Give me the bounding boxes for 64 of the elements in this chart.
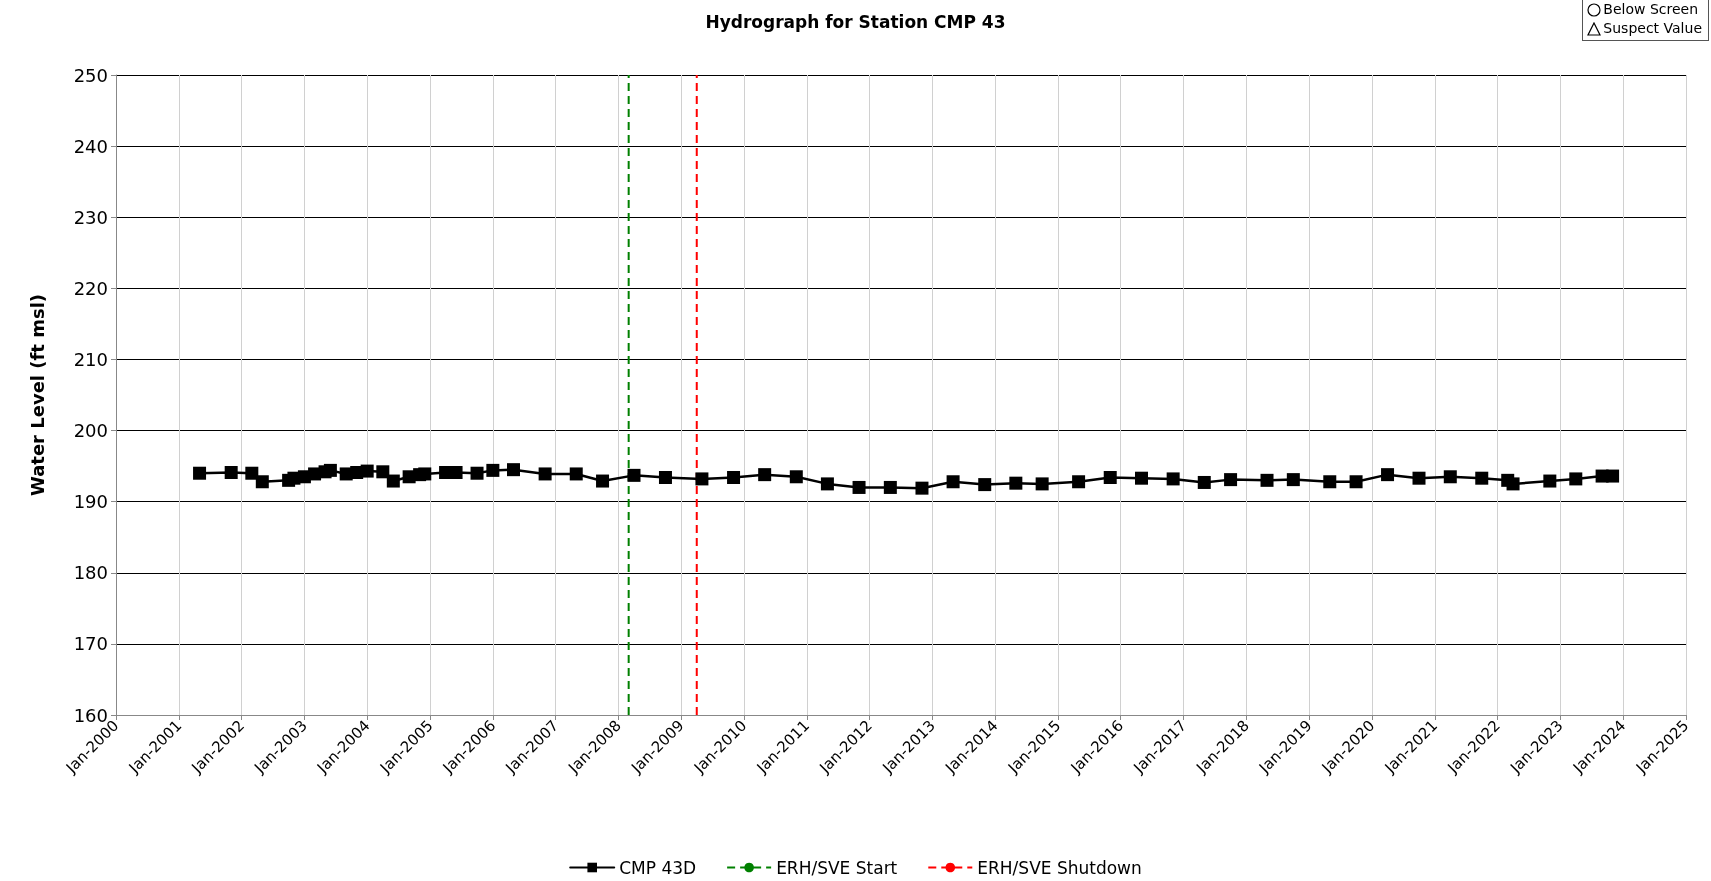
y-tick-label: 210 bbox=[73, 348, 108, 370]
text: Below Screen bbox=[1603, 0, 1699, 19]
point bbox=[470, 466, 484, 480]
point bbox=[852, 480, 866, 494]
point bbox=[245, 466, 259, 480]
point bbox=[1569, 472, 1583, 486]
point bbox=[360, 464, 374, 478]
point bbox=[1103, 470, 1117, 484]
point bbox=[1381, 468, 1395, 482]
point bbox=[569, 467, 583, 481]
y-tick-label: 170 bbox=[73, 633, 108, 655]
point bbox=[255, 475, 269, 489]
point bbox=[486, 463, 500, 477]
point bbox=[224, 466, 238, 480]
point bbox=[1443, 470, 1457, 484]
point bbox=[789, 470, 803, 484]
point bbox=[323, 463, 337, 477]
point bbox=[418, 467, 432, 481]
point bbox=[506, 463, 520, 477]
point bbox=[1009, 476, 1023, 490]
y-tick-label: 180 bbox=[73, 562, 108, 584]
chart-title: Hydrograph for Station CMP 43 bbox=[705, 11, 1006, 32]
point bbox=[820, 477, 834, 491]
point bbox=[1543, 474, 1557, 488]
point bbox=[386, 474, 400, 488]
point bbox=[1197, 475, 1211, 489]
point bbox=[1224, 473, 1238, 487]
legend-label: CMP 43D bbox=[619, 857, 697, 878]
point bbox=[1349, 475, 1363, 489]
y-tick-label: 250 bbox=[73, 64, 108, 86]
point bbox=[695, 472, 709, 486]
point bbox=[915, 481, 929, 495]
point bbox=[978, 478, 992, 492]
y-axis-title: Water Level (ft msl) bbox=[26, 293, 48, 497]
point bbox=[1323, 475, 1337, 489]
point bbox=[1506, 477, 1520, 491]
legend-label: ERH/SVE Shutdown bbox=[977, 857, 1142, 878]
point bbox=[946, 475, 960, 489]
y-tick-label: 200 bbox=[73, 420, 108, 442]
point bbox=[596, 474, 610, 488]
text: Suspect Value bbox=[1603, 19, 1702, 38]
legend-label: ERH/SVE Start bbox=[776, 857, 898, 878]
point bbox=[627, 468, 641, 482]
point bbox=[883, 480, 897, 494]
point bbox=[538, 467, 552, 481]
y-tick-label: 230 bbox=[73, 206, 108, 228]
point bbox=[658, 470, 672, 484]
point bbox=[1072, 475, 1086, 489]
point bbox=[1412, 471, 1426, 485]
point bbox=[1135, 471, 1149, 485]
point bbox=[1475, 471, 1489, 485]
point bbox=[376, 465, 390, 479]
point bbox=[1035, 477, 1049, 491]
y-tick-label: 160 bbox=[73, 704, 108, 726]
y-tick-label: 190 bbox=[73, 491, 108, 513]
y-tick-label: 220 bbox=[73, 277, 108, 299]
point bbox=[1606, 469, 1620, 483]
point bbox=[193, 466, 207, 480]
point bbox=[1286, 473, 1300, 487]
point bbox=[1260, 473, 1274, 487]
y-tick-label: 240 bbox=[73, 135, 108, 157]
point bbox=[758, 468, 772, 482]
point bbox=[727, 470, 741, 484]
point bbox=[1166, 472, 1180, 486]
